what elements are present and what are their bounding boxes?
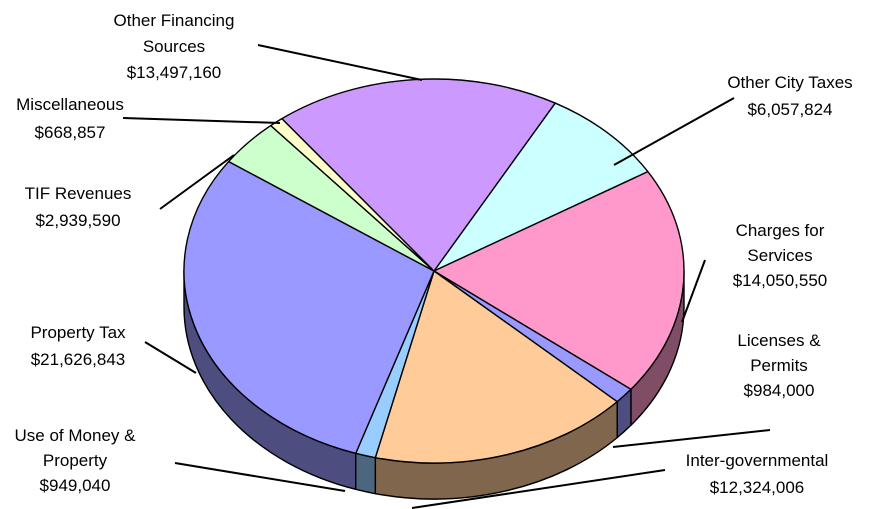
slice-label-other-financing-sources: Sources [143,37,205,56]
slice-value-licenses-permits: $984,000 [744,381,815,400]
slice-value-charges-for-services: $14,050,550 [733,271,828,290]
slice-labels: Other City Taxes $6,057,824 Charges for Ser… [15,11,853,497]
slice-label-miscellaneous: Miscellaneous [16,95,124,114]
pie-tops [183,78,685,464]
slice-property-tax [183,160,435,455]
slice-label-inter-governmental: Inter-governmental [686,451,829,470]
leader-line-charges-for-services [681,259,706,323]
leader-line-property-tax [144,341,197,374]
slice-label-use-of-money-property: Property [43,451,108,470]
slice-inter-governmental [374,270,618,464]
slice-label-licenses-permits: Licenses & [737,331,821,350]
slice-label-other-financing-sources: Other Financing [114,11,235,30]
slice-side-use-of-money-property [355,452,377,495]
leader-line-other-city-taxes [613,97,735,166]
slice-value-other-city-taxes: $6,057,824 [747,100,832,119]
leader-line-use-of-money-property [174,462,346,492]
leader-lines [122,44,771,509]
slice-label-other-city-taxes: Other City Taxes [727,73,852,92]
slice-label-property-tax: Property Tax [30,323,126,342]
slice-charges-for-services [433,170,685,390]
slice-label-licenses-permits: Permits [750,356,808,375]
slice-value-inter-governmental: $12,324,006 [710,478,805,497]
slice-value-property-tax: $21,626,843 [31,350,126,369]
leader-line-miscellaneous [122,117,281,124]
slice-value-other-financing-sources: $13,497,160 [127,63,222,82]
slice-label-charges-for-services: Charges for [736,221,825,240]
slice-value-miscellaneous: $668,857 [35,123,106,142]
slice-value-tif-revenues: $2,939,590 [35,211,120,230]
leader-line-tif-revenues [159,154,235,210]
leader-line-licenses-permits [612,429,771,448]
slice-label-tif-revenues: TIF Revenues [25,184,132,203]
slice-label-charges-for-services: Services [747,246,812,265]
leader-line-inter-governmental [411,469,666,509]
slice-other-city-taxes [433,102,649,272]
slice-label-use-of-money-property: Use of Money & [15,426,137,445]
leader-line-other-financing-sources [257,44,423,81]
slice-value-use-of-money-property: $949,040 [40,476,111,495]
